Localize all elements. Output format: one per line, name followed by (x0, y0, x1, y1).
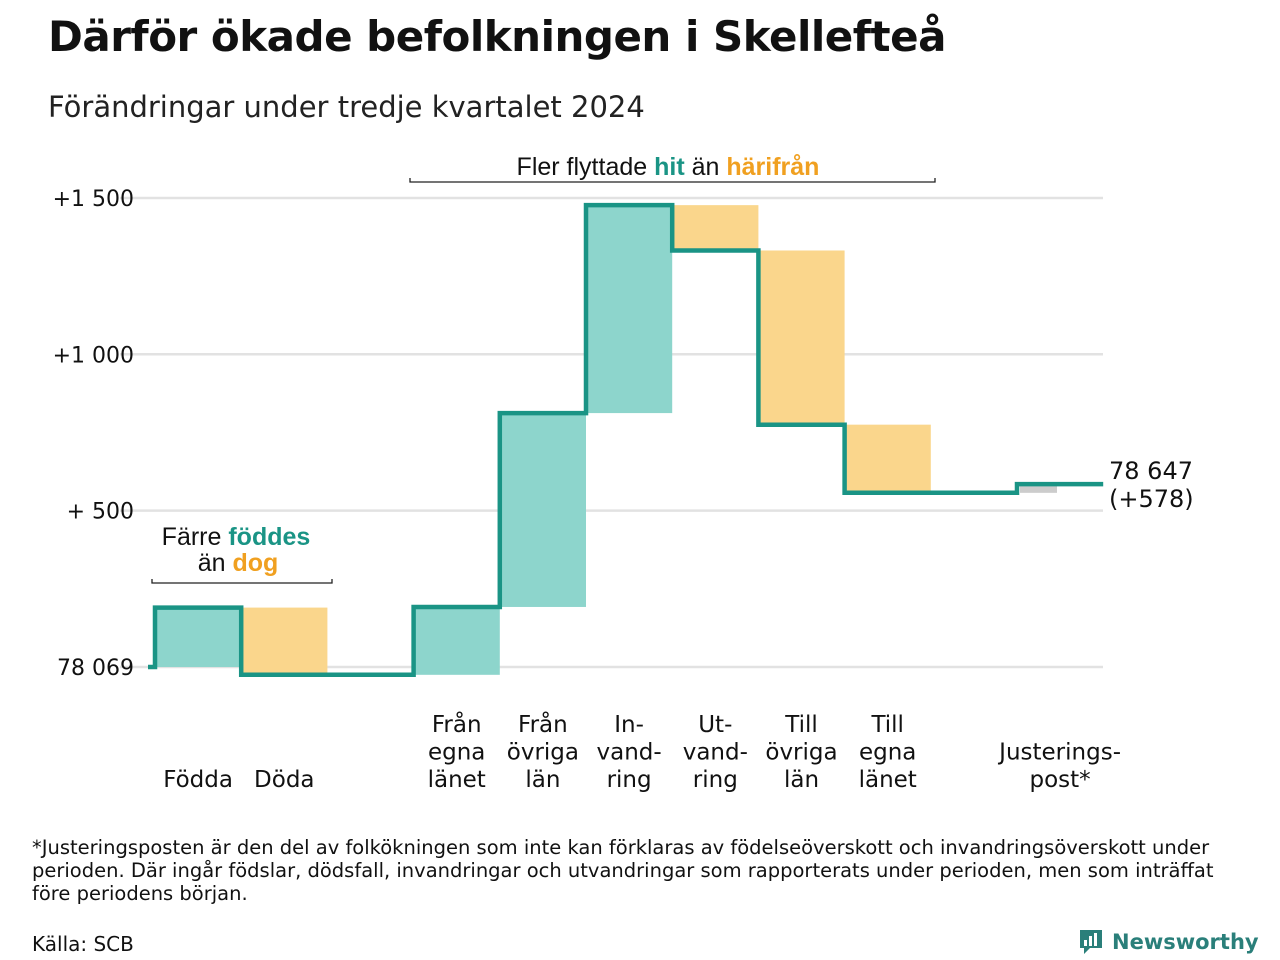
category-label: län (784, 767, 819, 793)
annotation-segment: Fler flyttade (517, 153, 655, 181)
annotation-segment: Färre (162, 523, 229, 551)
annotation-migration-bracket (409, 178, 936, 183)
category-label: Från (518, 710, 568, 738)
annotation-segment: hit (654, 153, 685, 181)
source-label: Källa: SCB (32, 932, 134, 956)
waterfall-bar (844, 424, 931, 493)
waterfall-bar (672, 205, 759, 251)
waterfall-bar (241, 607, 328, 675)
category-label: länet (859, 767, 917, 793)
category-label: vand- (683, 740, 748, 766)
end-change-label: (+578) (1109, 485, 1194, 513)
brand-name: Newsworthy (1112, 930, 1259, 954)
waterfall-bar (758, 250, 845, 425)
category-label: Justerings- (997, 740, 1121, 766)
waterfall-bar (1020, 484, 1057, 493)
waterfall-bar (155, 607, 242, 667)
y-tick-label: 78 069 (57, 656, 134, 681)
category-label: Födda (163, 767, 233, 793)
category-label: övriga (765, 740, 837, 766)
category-label: Till (784, 712, 818, 738)
chart-title: Därför ökade befolkningen i Skellefteå (48, 12, 946, 61)
category-label: egna (859, 740, 916, 766)
annotation-births-line1: Färre föddes (162, 523, 311, 551)
newsworthy-logo-icon (1080, 930, 1102, 954)
y-tick-label: + 500 (67, 500, 134, 525)
waterfall-bar (586, 205, 673, 414)
category-label: ring (693, 767, 738, 793)
category-label: länet (428, 767, 486, 793)
chart-subtitle: Förändringar under tredje kvartalet 2024 (48, 90, 645, 124)
annotation-births-bracket (151, 579, 333, 584)
annotation-segment: härifrån (726, 153, 819, 181)
category-label: ring (607, 767, 652, 793)
annotation-migration-line1: Fler flyttade hit än härifrån (517, 153, 820, 181)
annotation-segment: föddes (228, 523, 310, 551)
waterfall-bar (413, 606, 500, 675)
cumulative-line (148, 202, 1104, 678)
footnote: *Justeringsposten är den del av folkökni… (32, 836, 1214, 905)
category-label: Från (432, 710, 482, 738)
category-label: län (525, 767, 560, 793)
category-label: egna (428, 740, 485, 766)
annotation-segment: än (198, 549, 233, 577)
end-value-label: 78 647 (1109, 457, 1193, 485)
category-label: In- (614, 712, 644, 738)
brand-logo: Newsworthy (1078, 928, 1259, 956)
category-label: Till (870, 712, 904, 738)
category-label: Döda (254, 767, 314, 793)
category-label: Ut- (698, 712, 732, 738)
waterfall-bar (499, 413, 586, 607)
annotation-births-line2: än dog (198, 549, 279, 577)
category-label: övriga (507, 740, 579, 766)
category-label: post* (1030, 767, 1091, 793)
annotation-segment: dog (232, 549, 278, 577)
category-label: vand- (597, 740, 662, 766)
y-tick-label: +1 000 (53, 343, 134, 368)
annotation-segment: än (685, 153, 727, 181)
y-tick-label: +1 500 (53, 187, 134, 212)
